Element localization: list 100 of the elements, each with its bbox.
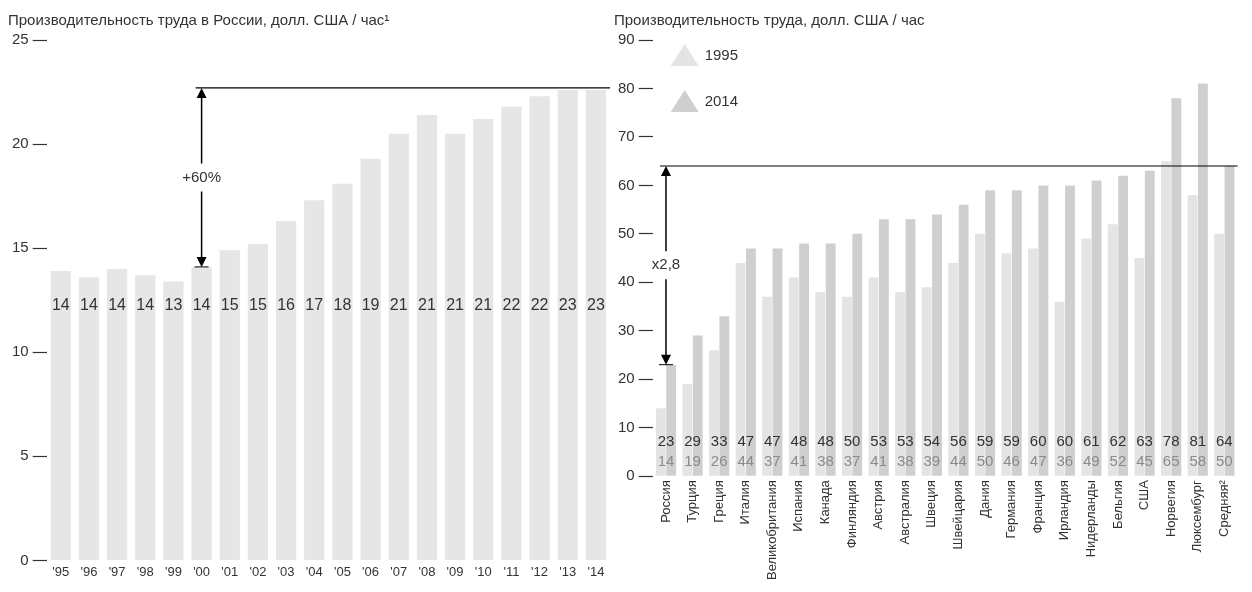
- y-tick-label: 20: [618, 369, 635, 387]
- data-label: 60: [1029, 432, 1047, 450]
- bar: [275, 221, 297, 560]
- data-label: 54: [923, 432, 941, 450]
- data-label: 19: [684, 452, 701, 470]
- data-label: 50: [1215, 452, 1233, 470]
- data-label: 23: [587, 295, 605, 313]
- x-tick-label: '02: [249, 563, 267, 579]
- annotation: x2,8: [651, 255, 681, 273]
- y-tick-label: 10: [618, 417, 635, 435]
- bar: [163, 281, 184, 560]
- x-tick-label: '10: [474, 563, 492, 579]
- x-tick-label: '98: [136, 563, 154, 579]
- x-tick-label: Великобритания: [763, 480, 779, 581]
- data-label: 36: [1056, 452, 1074, 470]
- data-label: 52: [1109, 452, 1127, 470]
- x-tick-label: '01: [221, 563, 239, 579]
- y-tick-label: 50: [618, 223, 635, 241]
- data-label: 22: [530, 295, 549, 313]
- y-tick-label: 90: [618, 30, 635, 48]
- data-label: 58: [1189, 452, 1207, 470]
- x-tick-label: '08: [418, 563, 436, 579]
- data-label: 22: [502, 295, 521, 313]
- data-label: 16: [277, 295, 296, 313]
- data-label: 64: [1215, 432, 1233, 450]
- data-label: 78: [1162, 432, 1180, 450]
- x-tick-label: '13: [559, 563, 577, 579]
- bar: [501, 106, 522, 560]
- data-label: 53: [870, 432, 888, 450]
- data-label: 44: [950, 452, 967, 470]
- data-label: 14: [108, 295, 127, 313]
- x-tick-label: Нидерланды: [1082, 480, 1098, 558]
- x-tick-label: Бельгия: [1109, 480, 1125, 529]
- x-tick-label: '06: [362, 563, 380, 579]
- data-label: 15: [220, 295, 239, 313]
- chart-title: Производительность труда в России, долл. США / час¹: [8, 11, 390, 29]
- legend-label: 1995: [704, 46, 739, 64]
- data-label: 59: [976, 432, 994, 450]
- x-tick-label: Германия: [1003, 480, 1019, 539]
- data-label: 59: [1003, 432, 1020, 450]
- y-tick-label: 30: [618, 320, 635, 338]
- data-label: 47: [737, 432, 755, 450]
- data-label: 14: [51, 295, 70, 313]
- legend-label: 2014: [704, 92, 739, 110]
- bar: [360, 158, 381, 560]
- data-label: 21: [446, 295, 465, 313]
- data-label: 39: [923, 452, 941, 470]
- y-tick-label: 15: [12, 238, 29, 256]
- data-label: 50: [976, 452, 994, 470]
- x-tick-label: '95: [52, 563, 70, 579]
- bar: [78, 277, 100, 560]
- x-tick-label: США: [1136, 479, 1152, 511]
- data-label: 41: [790, 452, 808, 470]
- x-tick-label: Норвегия: [1162, 480, 1178, 538]
- y-tick-label: 5: [20, 446, 29, 464]
- data-label: 26: [710, 452, 728, 470]
- data-label: 81: [1189, 432, 1207, 450]
- x-tick-label: '99: [164, 563, 182, 579]
- x-tick-label: Австрия: [870, 480, 886, 530]
- data-label: 45: [1136, 452, 1153, 470]
- data-label: 48: [817, 432, 834, 450]
- data-label: 17: [305, 295, 324, 313]
- data-label: 41: [870, 452, 888, 470]
- y-tick-label: 20: [12, 134, 29, 152]
- data-label: 14: [136, 295, 155, 313]
- data-label: 21: [389, 295, 408, 313]
- y-tick-label: 60: [618, 175, 635, 193]
- y-tick-label: 25: [12, 30, 29, 48]
- data-label: 37: [843, 452, 861, 470]
- data-label: 14: [80, 295, 98, 313]
- data-label: 53: [896, 432, 914, 450]
- data-label: 44: [737, 452, 755, 470]
- data-label: 38: [817, 452, 834, 470]
- data-label: 37: [763, 452, 781, 470]
- data-label: 56: [950, 432, 967, 450]
- bar: [585, 89, 607, 560]
- x-tick-label: Швеция: [923, 480, 939, 528]
- x-tick-label: Дания: [976, 480, 992, 518]
- data-label: 19: [361, 295, 380, 313]
- y-tick-label: 70: [618, 127, 635, 145]
- x-tick-label: '12: [531, 563, 549, 579]
- bar: [106, 268, 128, 560]
- x-tick-label: '96: [80, 563, 98, 579]
- data-label: 14: [192, 295, 211, 313]
- x-tick-label: '09: [446, 563, 464, 579]
- x-tick-label: '11: [503, 563, 520, 579]
- data-label: 21: [418, 295, 436, 313]
- x-tick-label: '03: [277, 563, 295, 579]
- data-label: 18: [333, 295, 352, 313]
- data-label: 49: [1083, 452, 1100, 470]
- chart-title: Производительность труда, долл. США / час: [614, 11, 926, 29]
- data-label: 47: [763, 432, 781, 450]
- data-label: 61: [1083, 432, 1100, 450]
- data-label: 14: [657, 452, 675, 470]
- x-tick-label: '07: [390, 563, 408, 579]
- data-label: 13: [164, 295, 183, 313]
- data-label: 21: [474, 295, 493, 313]
- x-tick-label: Финляндия: [843, 480, 859, 549]
- y-tick-label: 0: [20, 550, 29, 568]
- x-tick-label: '05: [333, 563, 351, 579]
